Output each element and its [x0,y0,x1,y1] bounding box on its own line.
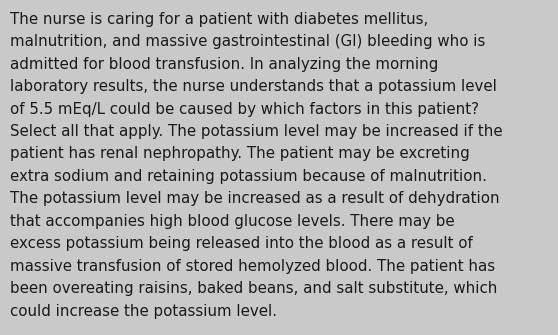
Text: been overeating raisins, baked beans, and salt substitute, which: been overeating raisins, baked beans, an… [10,281,497,296]
Text: that accompanies high blood glucose levels. There may be: that accompanies high blood glucose leve… [10,214,455,229]
Text: could increase the potassium level.: could increase the potassium level. [10,304,277,319]
Text: The potassium level may be increased as a result of dehydration: The potassium level may be increased as … [10,191,499,206]
Text: patient has renal nephropathy. The patient may be excreting: patient has renal nephropathy. The patie… [10,146,470,161]
Text: excess potassium being released into the blood as a result of: excess potassium being released into the… [10,236,473,251]
Text: extra sodium and retaining potassium because of malnutrition.: extra sodium and retaining potassium bec… [10,169,487,184]
Text: massive transfusion of stored hemolyzed blood. The patient has: massive transfusion of stored hemolyzed … [10,259,495,274]
Text: Select all that apply. The potassium level may be increased if the: Select all that apply. The potassium lev… [10,124,503,139]
Text: of 5.5 mEq/L could be caused by which factors in this patient?: of 5.5 mEq/L could be caused by which fa… [10,102,479,117]
Text: malnutrition, and massive gastrointestinal (GI) bleeding who is: malnutrition, and massive gastrointestin… [10,34,485,49]
Text: The nurse is caring for a patient with diabetes mellitus,: The nurse is caring for a patient with d… [10,12,429,27]
Text: laboratory results, the nurse understands that a potassium level: laboratory results, the nurse understand… [10,79,497,94]
Text: admitted for blood transfusion. In analyzing the morning: admitted for blood transfusion. In analy… [10,57,439,72]
